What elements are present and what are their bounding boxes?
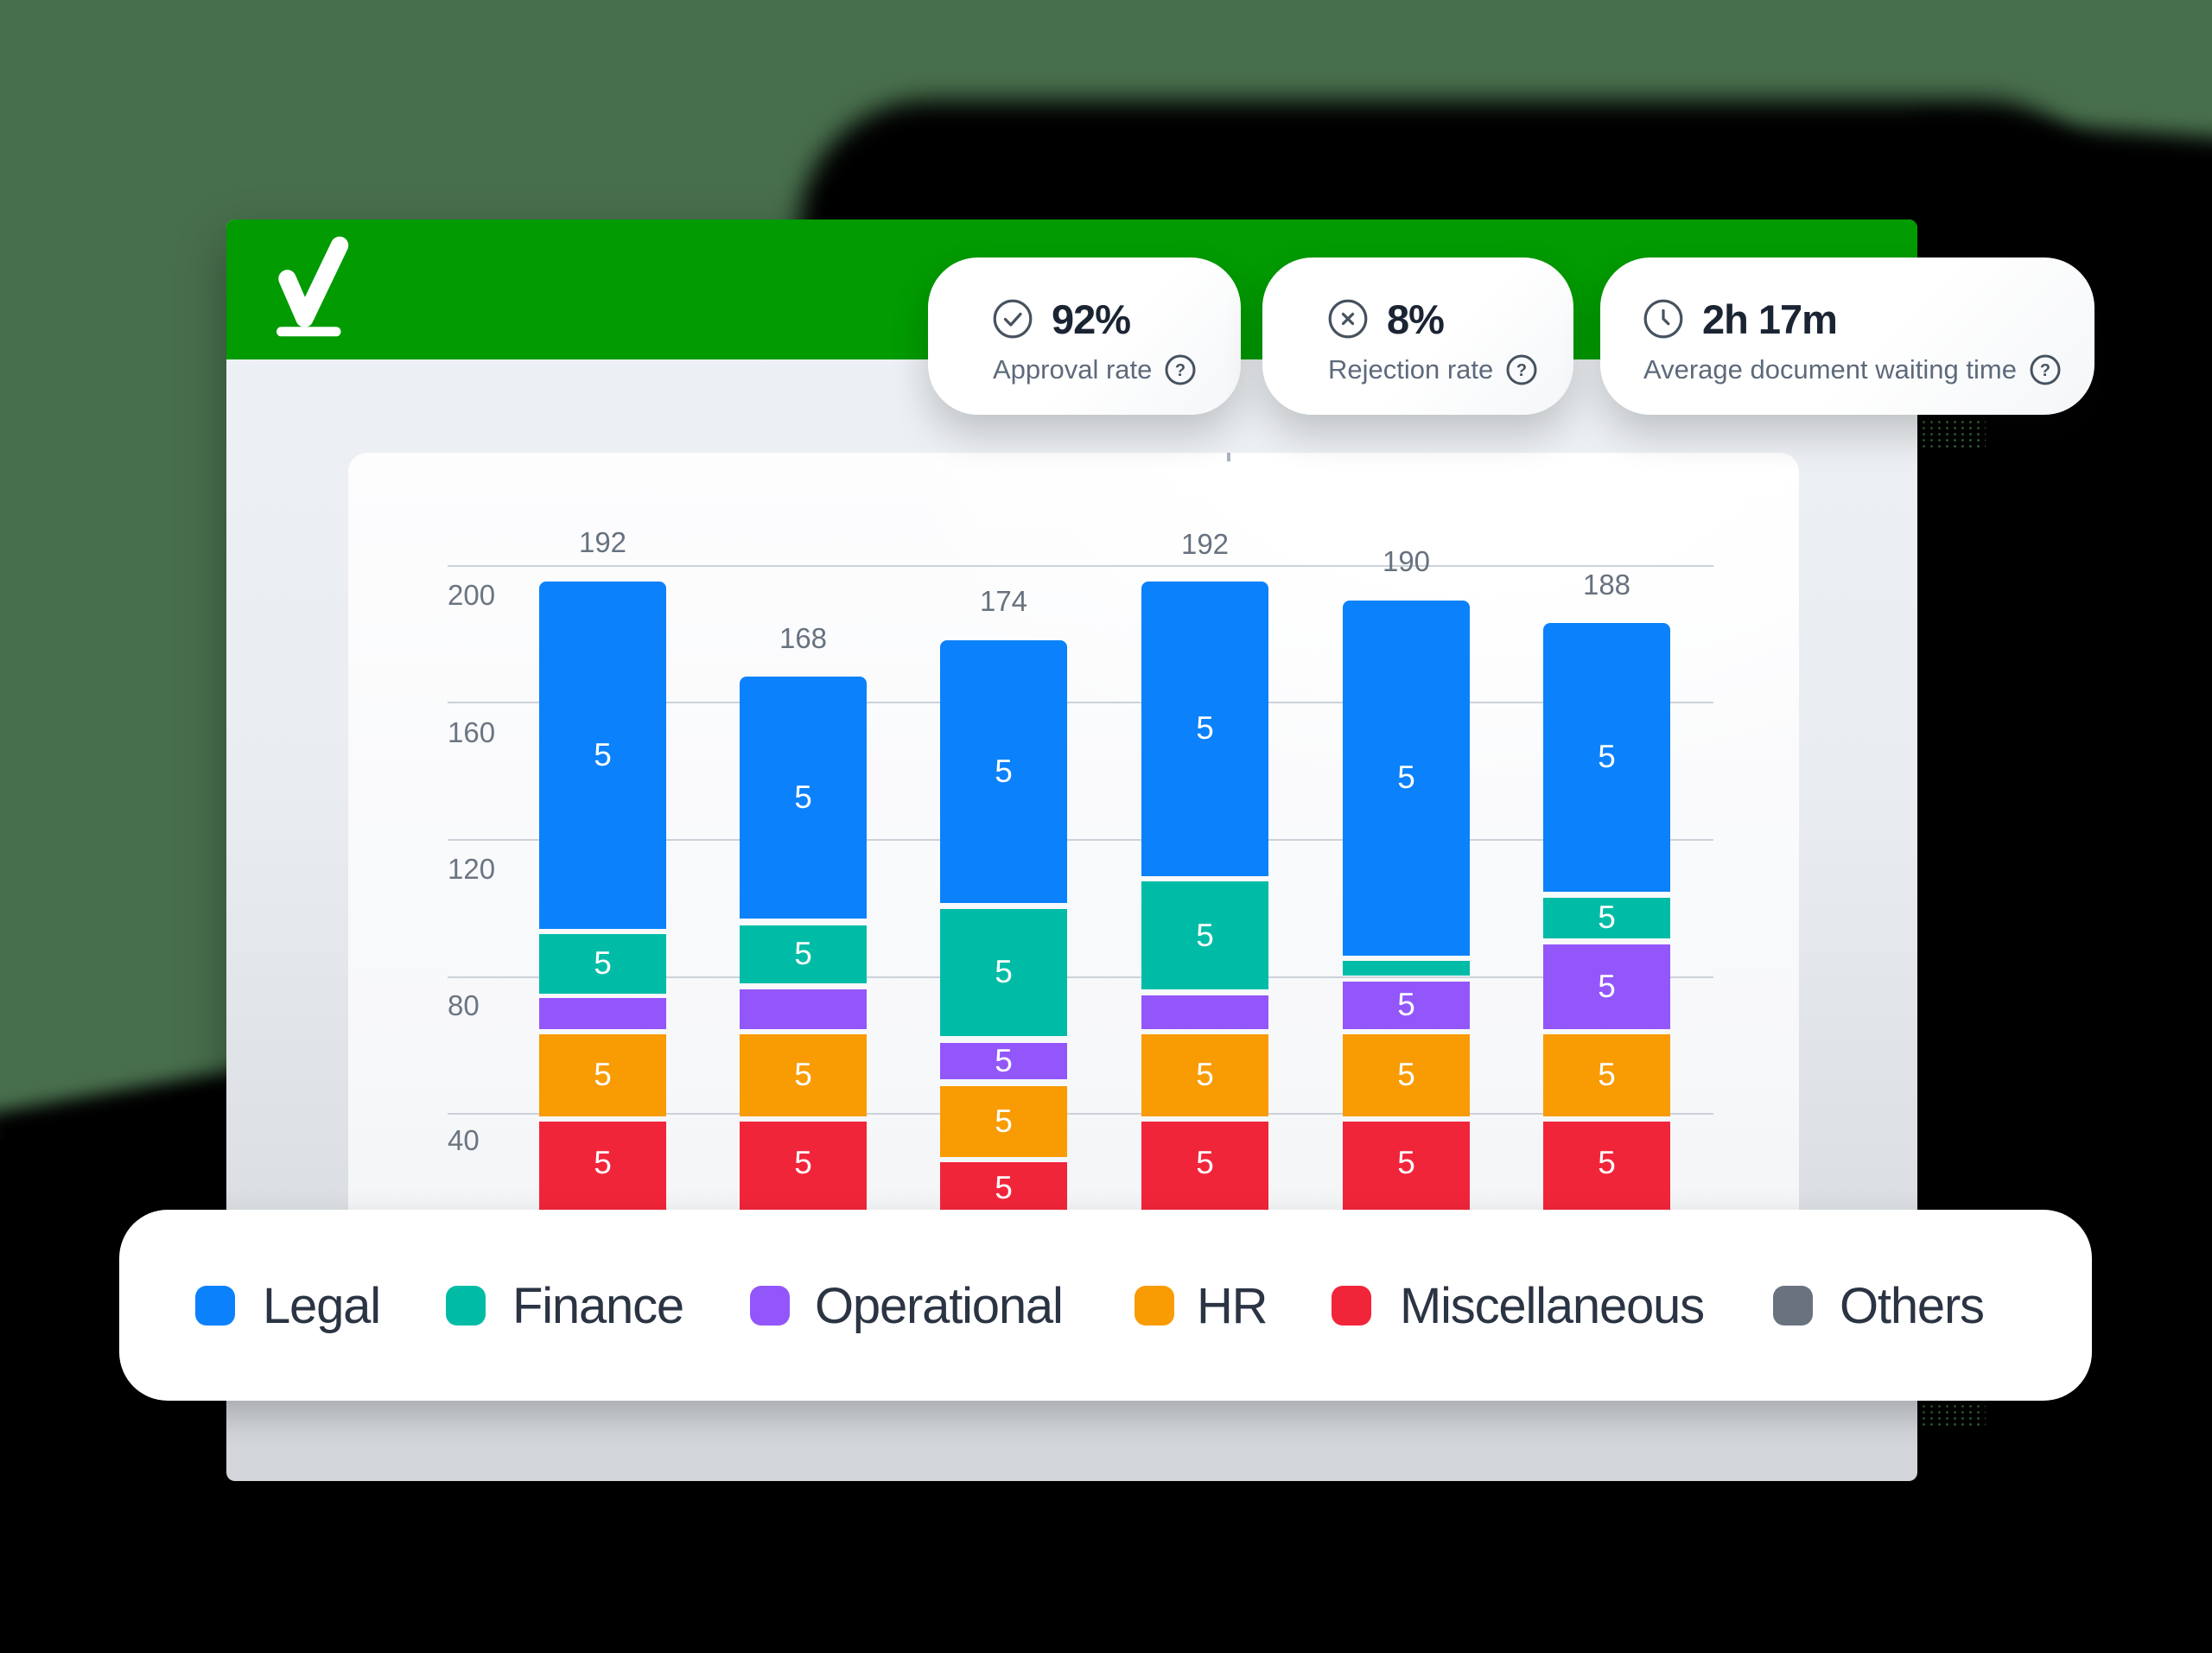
svg-text:?: ? [2040,361,2050,380]
svg-text:?: ? [1175,361,1185,380]
svg-text:?: ? [1516,361,1527,380]
